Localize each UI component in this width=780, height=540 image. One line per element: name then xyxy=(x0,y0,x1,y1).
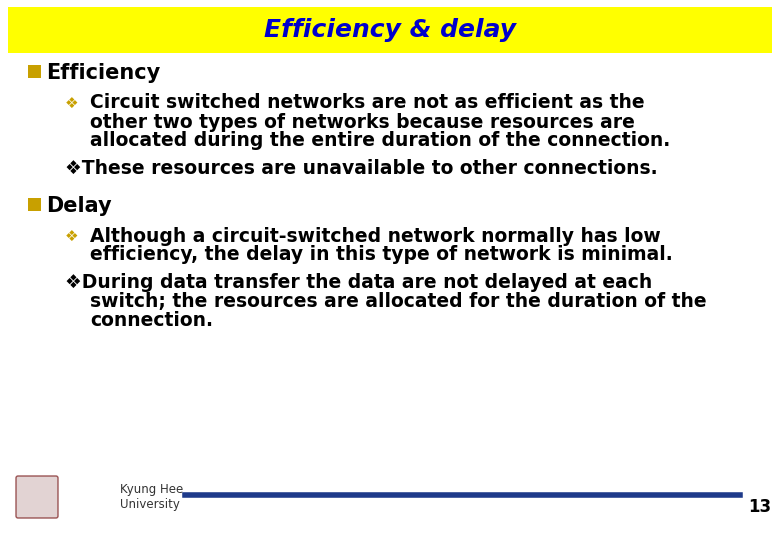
Text: ❖These resources are unavailable to other connections.: ❖These resources are unavailable to othe… xyxy=(65,159,658,178)
FancyBboxPatch shape xyxy=(16,476,58,518)
Text: University: University xyxy=(120,498,180,511)
Text: Kyung Hee: Kyung Hee xyxy=(120,483,183,496)
Text: 13: 13 xyxy=(748,498,771,516)
Text: Efficiency & delay: Efficiency & delay xyxy=(264,18,516,42)
Text: ❖: ❖ xyxy=(65,228,79,244)
Text: connection.: connection. xyxy=(90,310,213,329)
Text: Efficiency: Efficiency xyxy=(46,63,160,83)
Text: other two types of networks because resources are: other two types of networks because reso… xyxy=(90,112,635,132)
Text: Delay: Delay xyxy=(46,196,112,216)
Text: ❖: ❖ xyxy=(65,96,79,111)
FancyBboxPatch shape xyxy=(28,65,41,78)
Text: efficiency, the delay in this type of network is minimal.: efficiency, the delay in this type of ne… xyxy=(90,246,672,265)
Text: Circuit switched networks are not as efficient as the: Circuit switched networks are not as eff… xyxy=(90,93,644,112)
Text: Although a circuit-switched network normally has low: Although a circuit-switched network norm… xyxy=(90,226,661,246)
Text: allocated during the entire duration of the connection.: allocated during the entire duration of … xyxy=(90,132,670,151)
Text: ❖During data transfer the data are not delayed at each: ❖During data transfer the data are not d… xyxy=(65,273,652,292)
FancyBboxPatch shape xyxy=(8,7,772,53)
Text: switch; the resources are allocated for the duration of the: switch; the resources are allocated for … xyxy=(90,292,707,310)
FancyBboxPatch shape xyxy=(28,198,41,211)
